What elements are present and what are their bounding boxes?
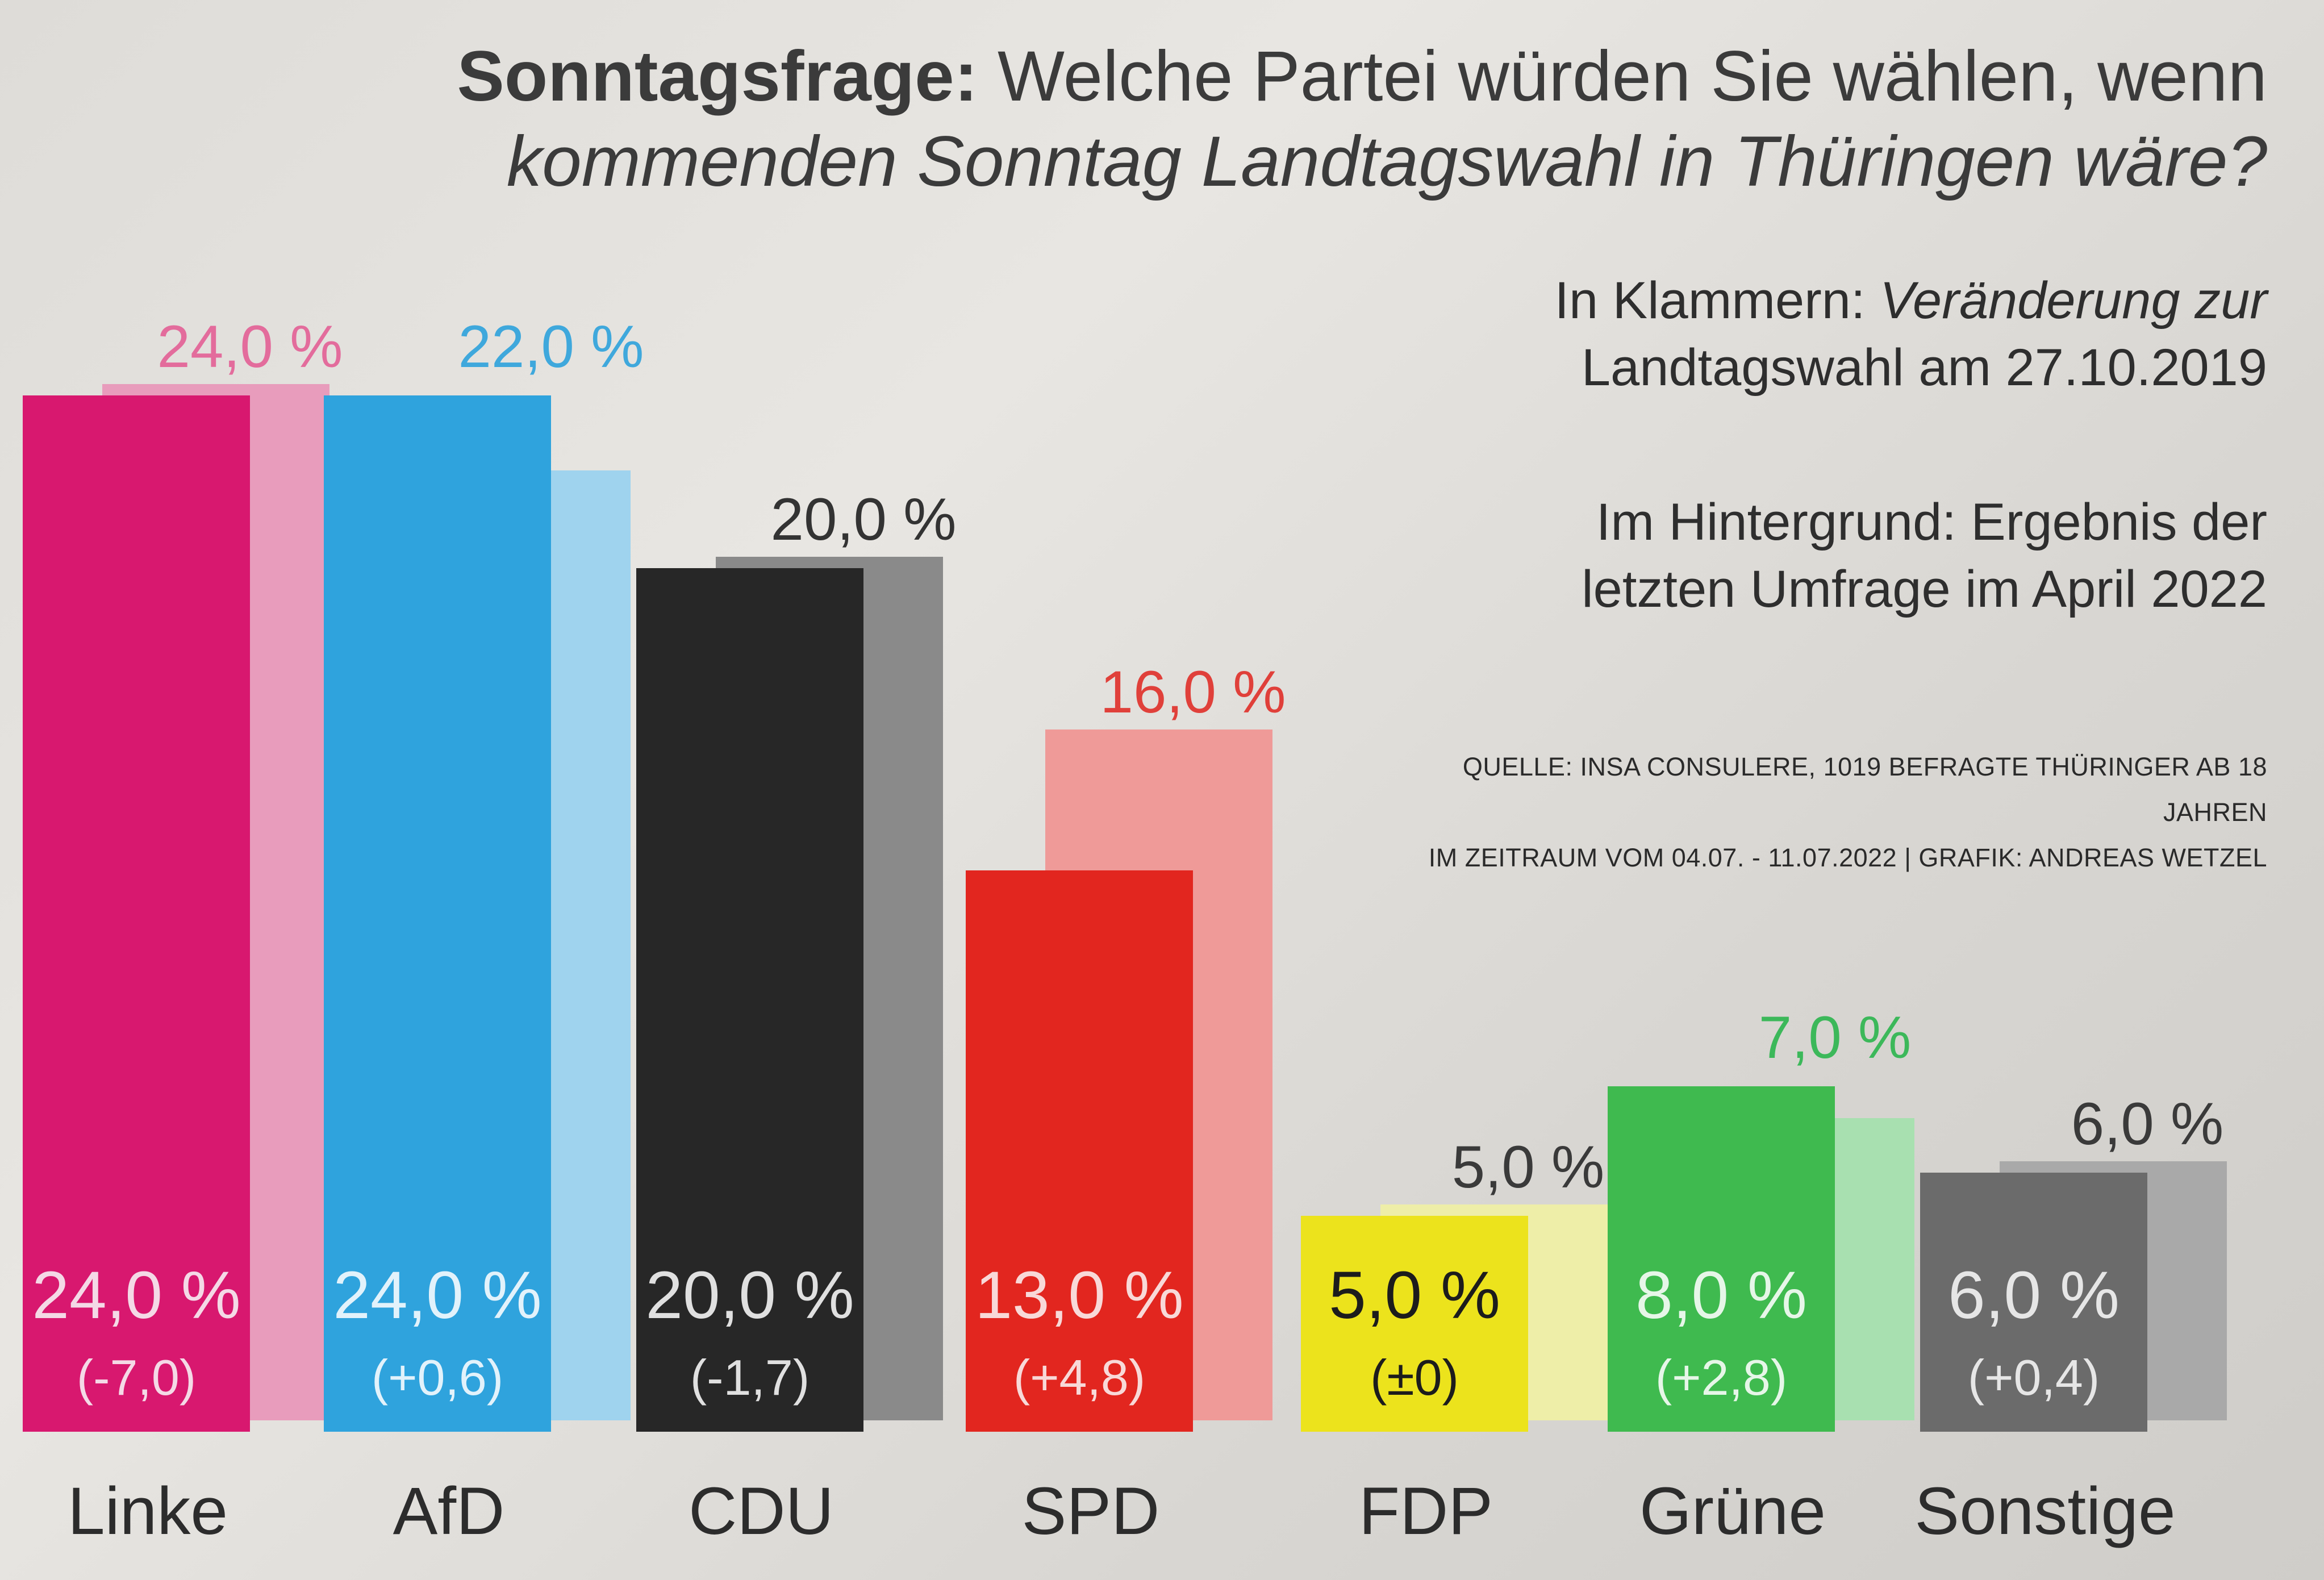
background-value-label-spd: 16,0 % <box>1100 659 1286 726</box>
bar-change-label-gruene: (+2,8) <box>1655 1349 1787 1406</box>
category-label-gruene: Grüne <box>1639 1474 1826 1549</box>
note-klammern: In Klammern: Veränderung zur Landtagswah… <box>1415 267 2267 401</box>
note-klammern-line2: Landtagswahl am 27.10.2019 <box>1581 339 2267 397</box>
background-value-label-sonstige: 6,0 % <box>2071 1091 2224 1157</box>
bar-change-label-afd: (+0,6) <box>372 1349 503 1406</box>
note-klammern-rest: Veränderung zur <box>1880 272 2267 330</box>
category-label-spd: SPD <box>1022 1474 1160 1549</box>
bar-change-label-linke: (-7,0) <box>77 1349 196 1406</box>
source-line-2: IM ZEITRAUM VOM 04.07. - 11.07.2022 | GR… <box>1428 843 2267 872</box>
background-value-label-cdu: 20,0 % <box>771 486 957 553</box>
note-klammern-lead: In Klammern: <box>1554 272 1866 330</box>
chart-title-rest: Welche Partei würden Sie wählen, wenn <box>978 37 2267 116</box>
bar-change-label-cdu: (-1,7) <box>690 1349 810 1406</box>
background-value-label-afd: 22,0 % <box>458 314 644 380</box>
bar-change-label-fdp: (±0) <box>1370 1349 1459 1406</box>
bar-value-label-sonstige: 6,0 % <box>1948 1258 2119 1333</box>
bar-cdu <box>636 568 863 1432</box>
note-hintergrund-lead: Im Hintergrund: <box>1596 493 1956 551</box>
bar-linke <box>23 395 250 1432</box>
bar-value-label-cdu: 20,0 % <box>645 1258 854 1333</box>
bar-value-label-fdp: 5,0 % <box>1329 1258 1500 1333</box>
category-label-linke: Linke <box>68 1474 228 1549</box>
background-value-label-fdp: 5,0 % <box>1452 1134 1605 1200</box>
category-label-afd: AfD <box>393 1474 505 1549</box>
category-label-sonstige: Sonstige <box>1914 1474 2175 1549</box>
bar-value-label-afd: 24,0 % <box>333 1258 541 1333</box>
category-label-cdu: CDU <box>689 1474 834 1549</box>
bar-value-label-gruene: 8,0 % <box>1635 1258 1807 1333</box>
source-line-1: QUELLE: INSA CONSULERE, 1019 BEFRAGTE TH… <box>1462 752 2267 827</box>
source-note: QUELLE: INSA CONSULERE, 1019 BEFRAGTE TH… <box>1358 744 2267 881</box>
category-label-fdp: FDP <box>1359 1474 1493 1549</box>
bar-spd <box>966 870 1193 1432</box>
chart-title-line2: kommenden Sonntag Landtagswahl in Thürin… <box>506 122 2267 201</box>
bar-value-label-spd: 13,0 % <box>975 1258 1183 1333</box>
chart-title: Sonntagsfrage: Welche Partei würden Sie … <box>336 34 2267 205</box>
bar-afd <box>324 395 551 1432</box>
bar-fdp <box>1301 1216 1528 1432</box>
bar-sonstige <box>1920 1173 2147 1432</box>
background-value-label-gruene: 7,0 % <box>1759 1004 1912 1071</box>
chart-title-lead: Sonntagsfrage: <box>457 37 978 116</box>
note-hintergrund-line2: letzten Umfrage im April 2022 <box>1582 560 2267 618</box>
note-hintergrund: Im Hintergrund: Ergebnis der letzten Umf… <box>1415 489 2267 623</box>
bar-change-label-sonstige: (+0,4) <box>1968 1349 2100 1406</box>
bar-gruene <box>1608 1086 1835 1432</box>
bar-change-label-spd: (+4,8) <box>1013 1349 1145 1406</box>
bar-value-label-linke: 24,0 % <box>32 1258 240 1333</box>
background-value-label-linke: 24,0 % <box>157 314 343 380</box>
note-hintergrund-rest: Ergebnis der <box>1971 493 2267 551</box>
